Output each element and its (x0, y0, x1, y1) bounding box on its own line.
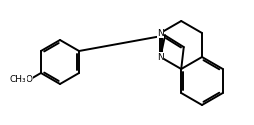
Text: N: N (156, 28, 163, 38)
Text: CH₃: CH₃ (10, 76, 26, 84)
Text: O: O (25, 76, 32, 84)
Text: N: N (156, 52, 163, 62)
